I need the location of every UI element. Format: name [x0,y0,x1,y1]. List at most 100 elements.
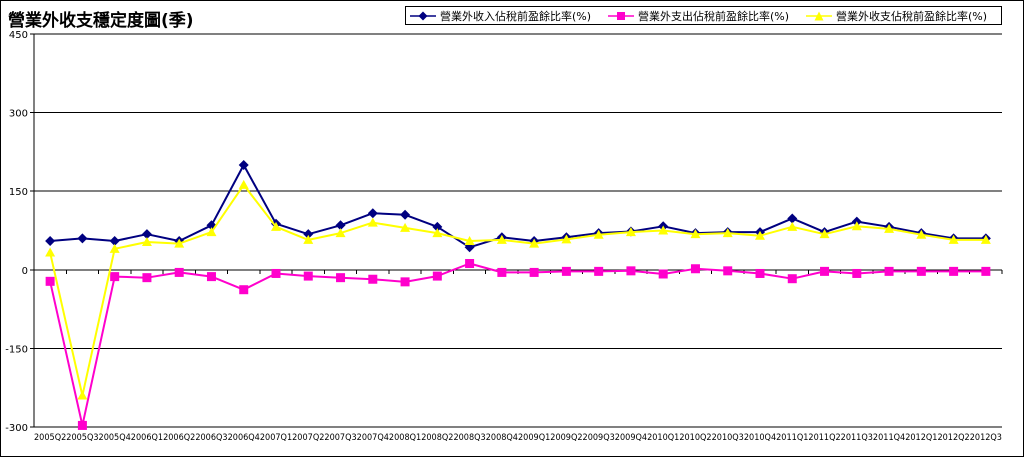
x-tick-label: 2007Q1 [260,433,292,443]
x-tick-label: 2008Q2 [421,433,453,443]
legend-label-expense: 營業外支出佔稅前盈餘比率(%) [638,9,790,23]
data-point [432,271,442,281]
chart-title: 營業外收支穩定度圖(季) [8,11,194,31]
data-point [561,266,571,276]
y-tick-label: 300 [9,109,28,120]
data-point [594,266,604,276]
y-tick-label: 0 [22,266,28,277]
data-point [77,390,88,400]
data-point [400,222,411,232]
series-1 [45,259,991,430]
data-point [77,420,87,430]
y-tick-label: 450 [9,30,28,41]
x-tick-labels: 2005Q2 2005Q3 2005Q4 2006Q1 2006Q2 2006Q3 2006… [34,433,1002,443]
data-point [916,229,927,239]
data-point [432,228,443,238]
series [45,160,991,430]
x-tick-label: 2006Q3 [195,433,227,443]
x-tick-label: 2011Q4 [873,433,906,443]
data-point [335,228,346,238]
x-tick-label: 2010Q2 [679,433,711,443]
data-point [367,208,378,219]
data-point [141,229,152,240]
data-point [820,266,830,276]
data-point [658,225,669,235]
x-tick-label: 2007Q2 [292,433,324,443]
x-tick-label: 2009Q4 [615,433,648,443]
y-tick-label: -300 [5,423,28,434]
data-point [271,221,281,231]
data-point [755,230,765,240]
x-tick-label: 2006Q1 [131,433,163,443]
x-tick-label: 2009Q3 [583,433,615,443]
data-point [851,221,862,231]
data-point [336,273,346,283]
data-point [593,229,604,239]
data-point [852,268,862,278]
data-point [432,221,443,232]
data-point [690,229,701,239]
data-point [400,209,411,220]
legend-label-income: 營業外收入佔稅前盈餘比率(%) [440,9,592,23]
data-point [335,220,346,231]
data-point [884,223,895,233]
data-point [206,272,216,282]
data-point [980,234,991,244]
data-point [787,221,798,231]
x-tick-label: 2008Q4 [486,433,519,443]
series-line [49,262,986,427]
data-point [238,179,249,189]
x-tick-label: 2012Q2 [937,433,969,443]
data-point [529,267,539,277]
data-point [948,234,959,244]
data-point [142,273,152,283]
y-tick-label: -150 [5,344,28,355]
x-tick-label: 2006Q2 [163,433,195,443]
data-point [497,267,507,277]
x-tick-label: 2009Q1 [518,433,550,443]
data-point [464,235,475,245]
data-point [238,160,249,170]
data-point [109,235,120,246]
data-point [45,276,55,286]
series-line [50,164,986,249]
x-tick-label: 2008Q3 [453,433,485,443]
data-point [174,267,184,277]
data-point [109,243,120,253]
data-point [755,268,765,278]
y-tick-label: 150 [9,187,28,198]
x-tick-label: 2012Q3 [970,433,1002,443]
x-tick-label: 2010Q3 [712,433,744,443]
x-tick-label: 2005Q3 [66,433,98,443]
x-tick-label: 2010Q4 [744,433,777,443]
data-point [723,266,733,276]
legend-item-expense: 營業外支出佔稅前盈餘比率(%) [608,7,789,24]
data-point [110,272,120,282]
legend-swatch-triangle-icon [806,11,832,20]
legend-item-net: 營業外收支佔稅前盈餘比率(%) [806,7,987,24]
x-tick-label: 2007Q4 [357,433,390,443]
series-2 [45,179,991,400]
x-tick-label: 2007Q3 [324,433,356,443]
data-point [141,237,152,247]
data-point [303,234,314,244]
x-tick-label: 2011Q1 [776,433,808,443]
x-tick-label: 2012Q1 [905,433,937,443]
data-point [400,277,410,287]
data-point [819,229,830,239]
data-point [626,266,636,276]
x-tick-label: 2008Q1 [389,433,421,443]
legend-item-income: 營業外收入佔稅前盈餘比率(%) [410,7,591,24]
data-point [625,227,636,237]
legend-label-net: 營業外收支佔稅前盈餘比率(%) [836,9,988,23]
data-point [787,274,797,284]
x-tick-label: 2006Q4 [228,433,261,443]
data-point [174,238,185,248]
legend-swatch-square-icon [608,11,634,20]
x-tick-label: 2011Q3 [841,433,873,443]
data-point [367,217,378,227]
data-point [465,259,475,269]
data-point [561,234,572,244]
data-point [206,227,217,237]
